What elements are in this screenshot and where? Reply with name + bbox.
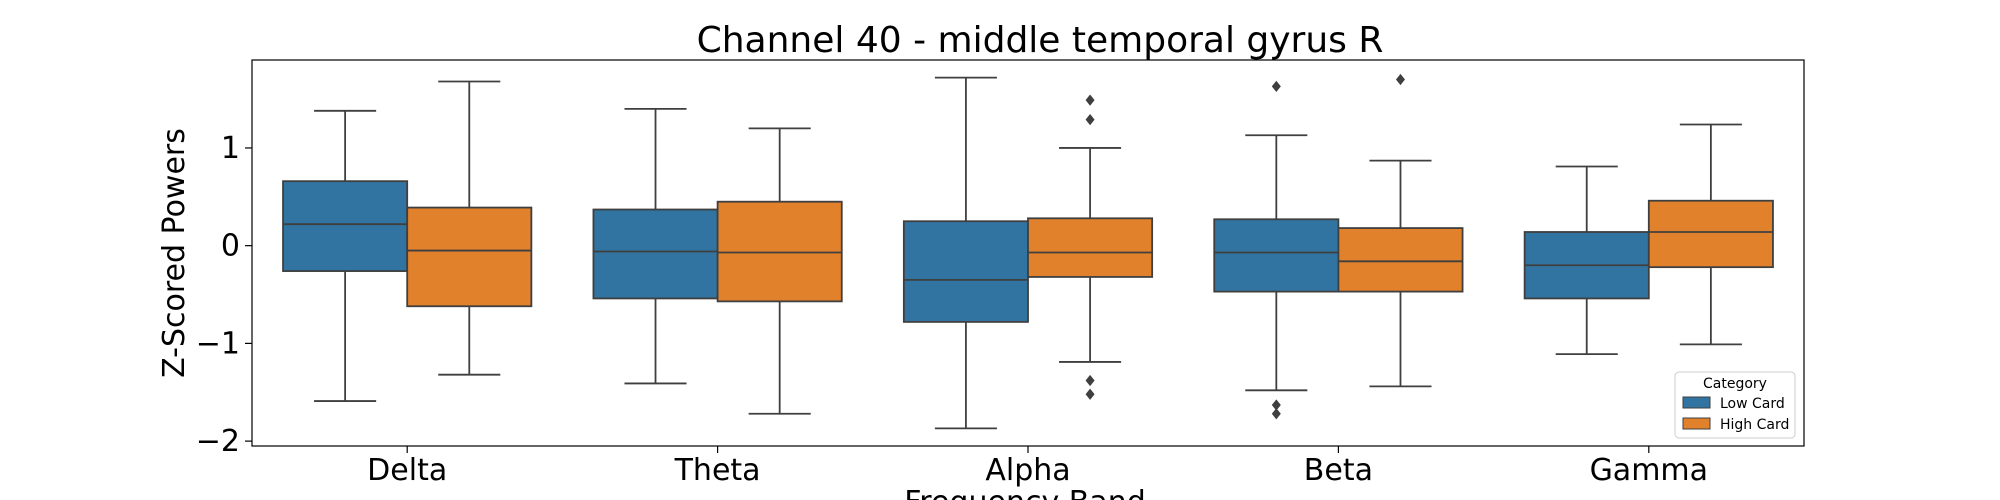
legend-swatch-high-card — [1682, 417, 1711, 430]
x-tick-label-delta: Delta — [367, 453, 447, 488]
y-axis-label: Z-Scored Powers — [157, 128, 192, 378]
box-beta-low-card — [1213, 80, 1340, 420]
outlier-point — [1085, 374, 1095, 387]
outlier-point — [1085, 94, 1095, 106]
iqr-box — [282, 180, 409, 272]
y-tick-label: −2 — [196, 424, 240, 459]
outlier-point — [1395, 73, 1405, 86]
chart-title: Channel 40 - middle temporal gyrus R — [697, 20, 1384, 61]
box-beta-high-card — [1337, 73, 1464, 388]
outlier-point — [1271, 80, 1281, 93]
outlier-point — [1271, 399, 1281, 411]
box-gamma-high-card — [1647, 123, 1774, 346]
iqr-box — [1337, 227, 1464, 293]
x-axis-ticks: Delta Theta Alpha Beta Gamma — [367, 446, 1708, 488]
iqr-box — [592, 208, 719, 300]
box-gamma-low-card — [1523, 165, 1650, 356]
iqr-box — [406, 206, 533, 308]
iqr-box — [1213, 218, 1340, 293]
legend-label-high-card: High Card — [1720, 417, 1789, 433]
plot-area — [282, 73, 1774, 430]
x-axis-label: Frequency Band — [904, 485, 1146, 500]
box-delta-high-card — [406, 80, 533, 376]
box-theta-low-card — [592, 107, 719, 385]
box-delta-low-card — [282, 109, 409, 402]
outlier-point — [1271, 408, 1281, 420]
x-tick-label-beta: Beta — [1304, 453, 1373, 488]
y-tick-label: 1 — [221, 131, 240, 166]
iqr-box — [1027, 217, 1154, 278]
legend: Category Low Card High Card — [1674, 371, 1796, 439]
y-tick-label: 0 — [221, 229, 240, 264]
x-tick-label-theta: Theta — [674, 453, 761, 488]
box-theta-high-card — [716, 127, 843, 415]
y-axis-ticks: 1 0 −1 −2 — [196, 131, 252, 459]
outlier-point — [1085, 113, 1095, 126]
outlier-point — [1085, 388, 1095, 400]
x-tick-label-alpha: Alpha — [985, 453, 1070, 488]
box-alpha-high-card — [1027, 94, 1154, 400]
legend-label-low-card: Low Card — [1720, 396, 1785, 412]
iqr-box — [716, 200, 843, 303]
box-alpha-low-card — [902, 76, 1029, 430]
x-tick-label-gamma: Gamma — [1590, 453, 1708, 488]
y-tick-label: −1 — [196, 326, 240, 361]
iqr-box — [1647, 199, 1774, 269]
legend-swatch-low-card — [1682, 396, 1711, 409]
legend-title: Category — [1703, 376, 1767, 392]
iqr-box — [902, 220, 1029, 323]
